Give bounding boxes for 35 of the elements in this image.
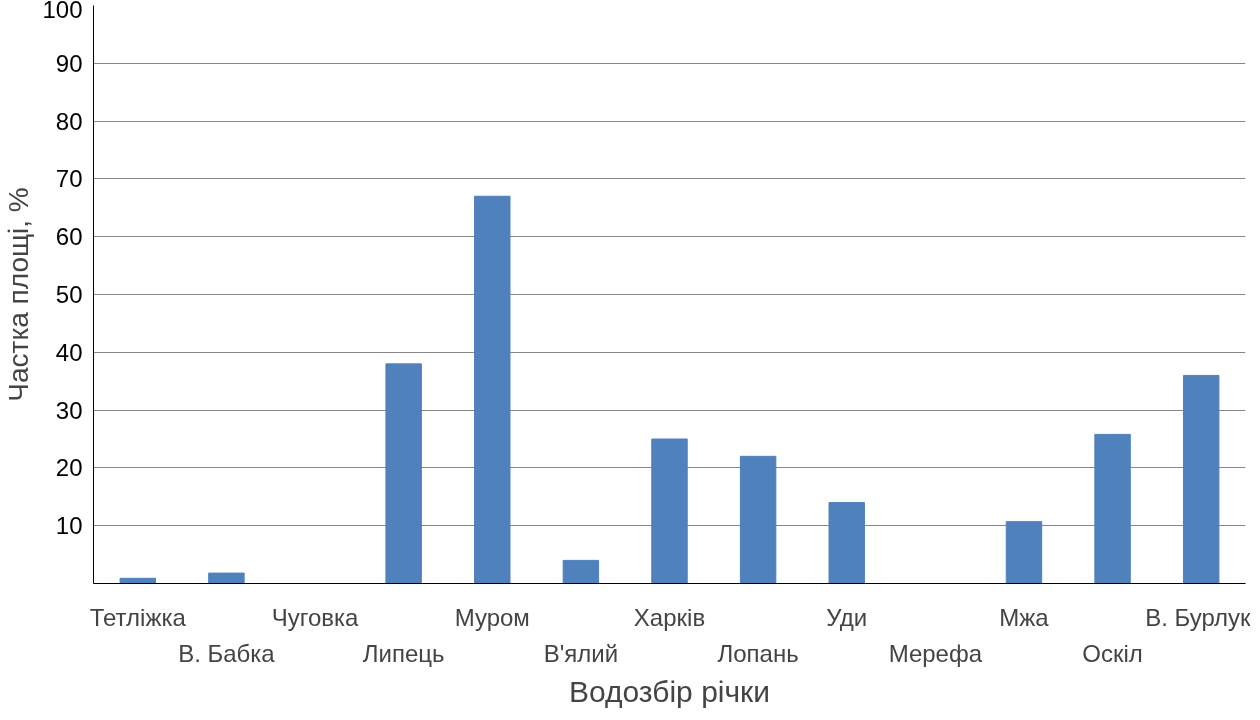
x-tick-label: Уди — [826, 603, 868, 631]
x-tick-label: Тетліжка — [89, 603, 187, 631]
x-tick-label: Чуговка — [271, 603, 360, 631]
bar — [1182, 374, 1220, 584]
bar — [385, 363, 422, 584]
y-tick-label: 20 — [55, 454, 83, 482]
bar — [474, 195, 511, 584]
y-tick-label: 70 — [55, 165, 83, 193]
bar — [739, 455, 777, 584]
y-axis-title: Частка площі, % — [3, 187, 35, 402]
bar — [208, 572, 245, 584]
y-tick-label: 60 — [55, 223, 83, 251]
x-tick-label: Муром — [454, 603, 530, 631]
x-tick-label: Липець — [362, 639, 445, 667]
y-tick-label: 10 — [55, 512, 83, 540]
bar — [828, 502, 865, 584]
x-tick-label: Мерефа — [888, 639, 983, 667]
bar — [1094, 433, 1131, 584]
bar — [562, 559, 600, 584]
x-tick-label: Харків — [633, 603, 706, 631]
x-axis-title: Водозбір річки — [568, 674, 771, 708]
y-tick-label: 90 — [55, 49, 83, 77]
x-tick-label: В. Бабка — [178, 639, 276, 667]
x-tick-label: В. Бурлук — [1145, 603, 1251, 631]
x-tick-label: Мжа — [999, 603, 1050, 631]
y-tick-label: 40 — [55, 338, 83, 366]
y-tick-label: 80 — [55, 107, 83, 135]
y-tick-label: 100 — [42, 0, 83, 23]
x-tick-label: В'ялий — [543, 639, 619, 667]
x-tick-label: Лопань — [717, 639, 799, 667]
bar — [651, 438, 688, 584]
x-tick-label: Оскіл — [1082, 639, 1143, 667]
y-tick-label: 50 — [55, 281, 83, 308]
bar — [1005, 521, 1043, 584]
y-tick-label: 30 — [55, 396, 83, 424]
